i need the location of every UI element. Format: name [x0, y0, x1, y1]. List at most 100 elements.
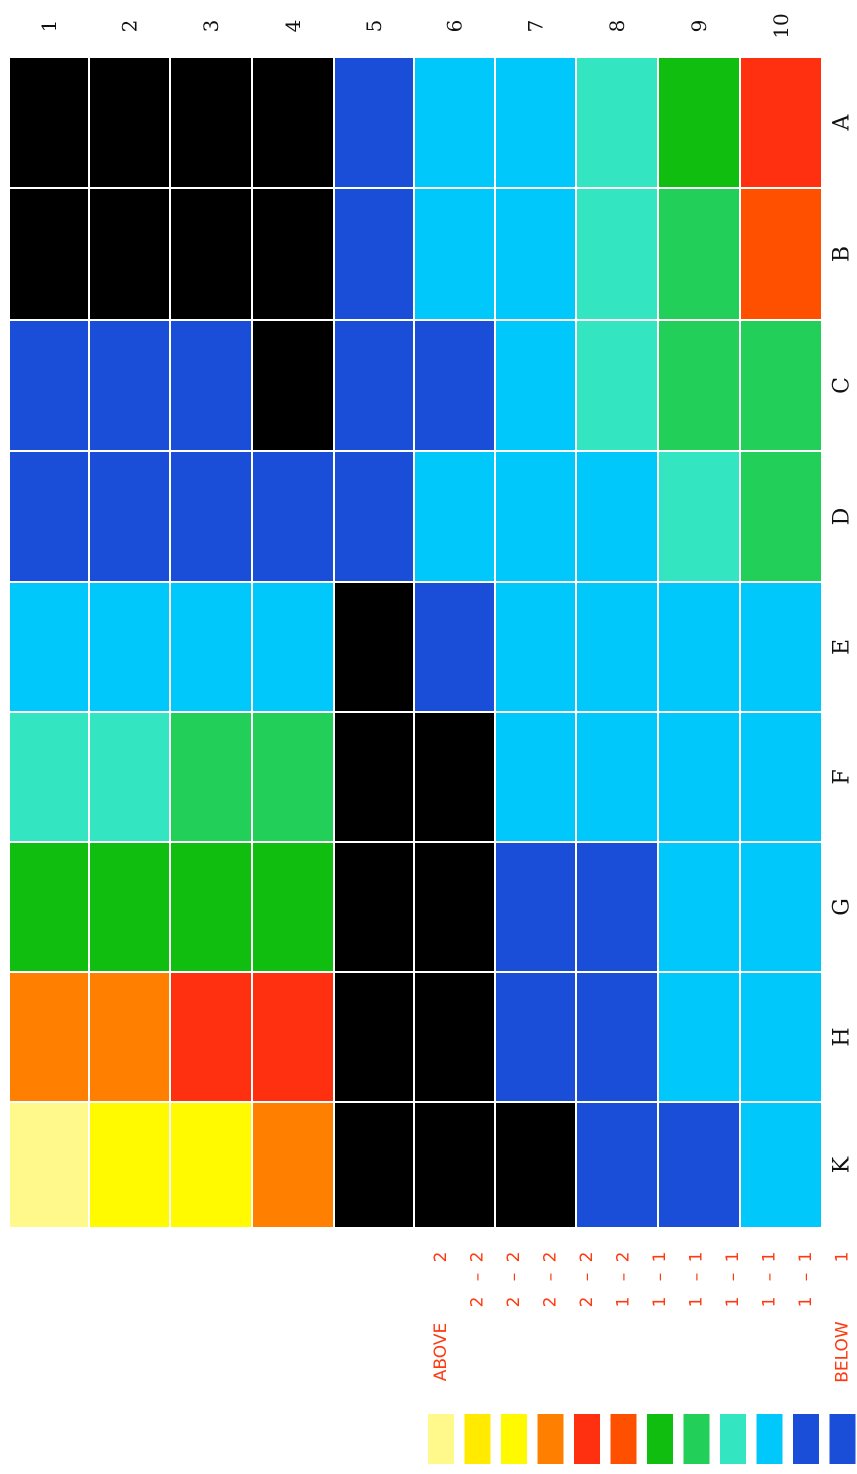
heatmap-cell-A-9 [657, 56, 741, 189]
row-label: B [830, 246, 855, 262]
heatmap-cell-D-5 [333, 450, 415, 583]
column-label: 4 [281, 20, 305, 33]
heatmap-cell-H-2 [88, 971, 171, 1103]
heatmap-cell-B-1 [8, 187, 90, 321]
legend-range-text: – [577, 1273, 597, 1282]
heatmap-cell-A-4 [251, 56, 335, 189]
heatmap-cell-B-7 [494, 187, 577, 321]
heatmap-cell-B-9 [657, 187, 741, 321]
heatmap-cell-H-3 [169, 971, 253, 1103]
heatmap-cell-H-6 [413, 971, 496, 1103]
heatmap-cell-K-1 [8, 1101, 90, 1229]
heatmap-cell-K-9 [657, 1101, 741, 1229]
column-label: 7 [524, 20, 548, 33]
heatmap-cell-G-9 [657, 841, 741, 973]
heatmap-grid [8, 56, 823, 1229]
heatmap-cell-K-2 [88, 1101, 171, 1229]
legend-swatch [683, 1414, 710, 1464]
heatmap-cell-B-4 [251, 187, 335, 321]
legend-range-text: 1 [833, 1252, 853, 1263]
heatmap-cell-H-8 [575, 971, 659, 1103]
heatmap-cell-G-2 [88, 841, 171, 973]
legend-range-text: 1 [650, 1252, 670, 1263]
heatmap-cell-H-5 [333, 971, 415, 1103]
heatmap-cell-C-5 [333, 319, 415, 452]
column-label: 8 [605, 20, 629, 33]
row-label: D [830, 508, 855, 526]
legend-range-text: 1 [614, 1297, 634, 1308]
heatmap-cell-B-2 [88, 187, 171, 321]
heatmap-cell-A-8 [575, 56, 659, 189]
row-label: H [830, 1027, 855, 1046]
legend-range-text: 1 [760, 1252, 780, 1263]
row-label: G [830, 898, 855, 916]
heatmap-cell-K-3 [169, 1101, 253, 1229]
row-label: A [830, 113, 855, 131]
heatmap-cell-B-5 [333, 187, 415, 321]
heatmap-cell-G-4 [251, 841, 335, 973]
legend-range-text: 2 [504, 1252, 524, 1263]
legend-swatch [720, 1414, 746, 1464]
heatmap-cell-K-7 [494, 1101, 577, 1229]
heatmap-cell-E-1 [8, 581, 90, 713]
heatmap-cell-A-7 [494, 56, 577, 189]
row-label: E [830, 639, 855, 655]
legend-range-text: 2 [541, 1297, 561, 1308]
column-label: 5 [362, 20, 386, 33]
heatmap-cell-A-5 [333, 56, 415, 189]
column-label: 2 [118, 20, 142, 33]
legend-range-text: 1 [723, 1252, 743, 1263]
legend-swatch [610, 1414, 637, 1464]
heatmap-cell-H-4 [251, 971, 335, 1103]
heatmap-cell-C-6 [413, 319, 496, 452]
column-label: 6 [443, 20, 467, 33]
heatmap-cell-G-7 [494, 841, 577, 973]
heatmap-cell-D-1 [8, 450, 90, 583]
heatmap-cell-F-4 [251, 711, 335, 843]
heatmap-cell-K-4 [251, 1101, 335, 1229]
heatmap-cell-E-4 [251, 581, 335, 713]
legend-range-text: – [796, 1273, 816, 1282]
heatmap-cell-D-4 [251, 450, 335, 583]
legend-label: BELOW [833, 1321, 853, 1383]
legend-range-text: 1 [687, 1252, 707, 1263]
heatmap-cell-E-2 [88, 581, 171, 713]
heatmap-cell-H-7 [494, 971, 577, 1103]
legend-range-text: 2 [614, 1252, 634, 1263]
heatmap-cell-A-2 [88, 56, 171, 189]
legend-range-text: 1 [760, 1297, 780, 1308]
legend-range-text: – [760, 1273, 780, 1282]
heatmap-cell-B-8 [575, 187, 659, 321]
heatmap-cell-A-6 [413, 56, 496, 189]
heatmap-cell-G-10 [739, 841, 823, 973]
heatmap-cell-E-6 [413, 581, 496, 713]
heatmap-cell-H-9 [657, 971, 741, 1103]
legend-range-text: 1 [796, 1297, 816, 1308]
heatmap-cell-A-1 [8, 56, 90, 189]
heatmap-cell-C-9 [657, 319, 741, 452]
heatmap-cell-F-10 [739, 711, 823, 843]
heatmap-cell-E-8 [575, 581, 659, 713]
heatmap-cell-C-7 [494, 319, 577, 452]
heatmap-cell-D-8 [575, 450, 659, 583]
legend-swatch [574, 1414, 600, 1464]
heatmap-cell-F-6 [413, 711, 496, 843]
heatmap-cell-D-3 [169, 450, 253, 583]
heatmap-cell-A-10 [739, 56, 823, 189]
legend-label: ABOVE [431, 1323, 451, 1381]
legend-swatch [756, 1414, 783, 1464]
legend-range-text: 2 [504, 1297, 524, 1308]
legend-range-text: – [541, 1273, 561, 1282]
heatmap-cell-A-3 [169, 56, 253, 189]
heatmap-cell-F-5 [333, 711, 415, 843]
legend-swatch [464, 1414, 491, 1464]
legend-range-text: 2 [431, 1252, 451, 1263]
heatmap-cell-D-6 [413, 450, 496, 583]
legend-swatch [793, 1414, 819, 1464]
heatmap-cell-F-7 [494, 711, 577, 843]
legend-range-text: 2 [541, 1252, 561, 1263]
legend-range-text: 1 [796, 1252, 816, 1263]
legend-range-text: 2 [468, 1252, 488, 1263]
legend-range-text: 2 [468, 1297, 488, 1308]
heatmap-cell-E-5 [333, 581, 415, 713]
